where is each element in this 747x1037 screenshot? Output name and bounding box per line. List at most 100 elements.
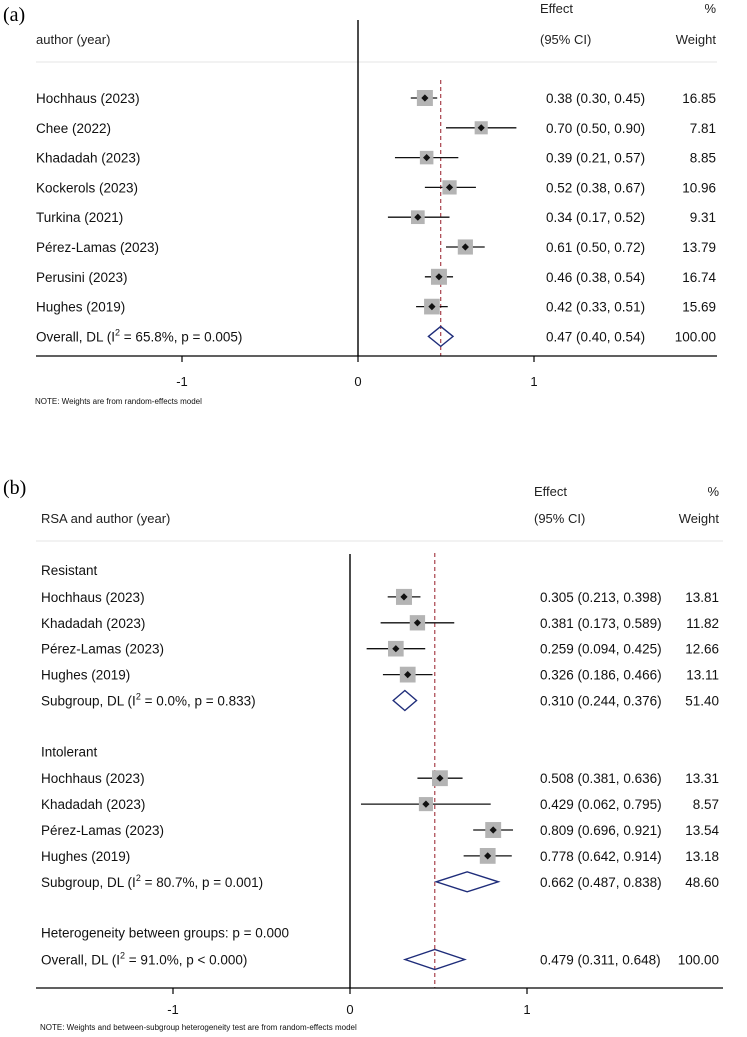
ci-column-header: (95% CI) [540,32,591,47]
study-column-header: RSA and author (year) [41,511,170,526]
point-estimate-marker [445,183,454,191]
weights-note: NOTE: Weights are from random-effects mo… [35,397,202,406]
effect-ci-value: 0.34 (0.17, 0.52) [546,210,645,225]
effect-column-header: Effect [540,1,573,16]
point-estimate-marker [461,243,469,251]
overall-label: Overall, DL (I2 = 65.8%, p = 0.005) [36,327,242,344]
weight-value: 8.57 [693,797,719,812]
effect-ci-value: 0.381 (0.173, 0.589) [540,616,662,631]
point-estimate-marker [484,852,492,860]
x-tick-label: 0 [346,1002,353,1017]
subgroup-label: Subgroup, DL (I2 = 80.7%, p = 0.001) [41,873,263,890]
subgroup-label-sup: 2 [136,873,141,883]
study-label: Pérez-Lamas (2023) [41,823,164,838]
effect-ci-value: 0.508 (0.381, 0.636) [540,771,662,786]
subgroup-label-pre: Subgroup, DL (I [41,694,136,709]
study-label: Hughes (2019) [36,300,125,315]
study-label: Chee (2022) [36,121,111,136]
study-label: Kockerols (2023) [36,180,138,195]
x-tick-label: 1 [523,1002,530,1017]
point-estimate-marker [400,593,408,601]
point-estimate-marker [392,645,400,653]
point-estimate-marker [422,800,430,808]
effect-ci-value: 0.61 (0.50, 0.72) [546,240,645,255]
x-tick-label: -1 [167,1002,179,1017]
weight-value: 9.31 [690,210,716,225]
overall-diamond [427,325,455,348]
overall-diamond [402,948,467,971]
weight-column-header: Weight [679,511,720,526]
ci-column-header: (95% CI) [534,511,585,526]
subgroup-label-sup: 2 [136,692,141,702]
overall-label-pre: Overall, DL (I [36,329,115,344]
study-label: Hochhaus (2023) [36,91,140,106]
point-estimate-marker [423,154,431,162]
overall-label-post: = 65.8%, p = 0.005) [120,329,242,344]
weight-value: 13.18 [685,849,719,864]
study-label: Hughes (2019) [41,668,130,683]
weight-value: 16.74 [682,270,716,285]
point-estimate-marker [428,303,436,311]
weight-value: 11.82 [686,616,719,631]
effect-ci-value: 0.70 (0.50, 0.90) [546,121,645,136]
weight-value: 13.81 [685,590,719,605]
weight-value: 51.40 [685,694,719,709]
effect-ci-value: 0.52 (0.38, 0.67) [546,180,645,195]
x-tick-label: 0 [354,374,361,389]
study-label: Turkina (2021) [36,210,123,225]
point-estimate-marker [489,826,497,834]
weight-value: 16.85 [682,91,716,106]
subgroup-heading: Intolerant [41,744,98,759]
study-column-header: author (year) [36,32,110,47]
weight-value: 13.11 [686,668,719,683]
effect-ci-value: 0.305 (0.213, 0.398) [540,590,662,605]
study-label: Khadadah (2023) [41,616,145,631]
percent-column-header: % [707,484,719,499]
subgroup-label-post: = 80.7%, p = 0.001) [141,875,263,890]
subgroup-label-pre: Subgroup, DL (I [41,875,136,890]
x-tick-label: 1 [530,374,537,389]
forest-panel-b: (b) RSA and author (year) Effect (95% CI)% W… [3,477,723,1032]
weight-value: 100.00 [675,329,716,344]
effect-ci-value: 0.778 (0.642, 0.914) [540,849,662,864]
effect-ci-value: 0.326 (0.186, 0.466) [540,668,662,683]
effect-ci-value: 0.47 (0.40, 0.54) [546,329,645,344]
weight-value: 100.00 [678,953,719,968]
effect-ci-value: 0.429 (0.062, 0.795) [540,797,662,812]
overall-label-sup: 2 [115,327,120,337]
weight-value: 13.54 [685,823,719,838]
overall-label: Overall, DL (I2 = 91.0%, p < 0.000) [41,951,247,968]
weight-value: 12.66 [685,642,719,657]
panel-label: (b) [3,477,26,499]
point-estimate-marker [404,671,412,679]
overall-label-sup: 2 [120,951,125,961]
effect-ci-value: 0.38 (0.30, 0.45) [546,91,645,106]
point-estimate-marker [435,273,443,281]
point-estimate-marker [421,94,429,102]
effect-ci-value: 0.809 (0.696, 0.921) [540,823,662,838]
study-label: Hochhaus (2023) [41,590,145,605]
panel-label: (a) [3,4,25,26]
weight-value: 15.69 [682,300,716,315]
weight-column-header: Weight [676,32,717,47]
study-label: Pérez-Lamas (2023) [41,642,164,657]
effect-ci-value: 0.662 (0.487, 0.838) [540,875,662,890]
subgroup-label: Subgroup, DL (I2 = 0.0%, p = 0.833) [41,692,256,709]
point-estimate-marker [436,774,444,782]
weight-value: 8.85 [690,151,716,166]
effect-ci-value: 0.46 (0.38, 0.54) [546,270,645,285]
effect-ci-value: 0.39 (0.21, 0.57) [546,151,645,166]
weight-value: 7.81 [690,121,716,136]
effect-ci-value: 0.42 (0.33, 0.51) [546,300,645,315]
subgroup-diamond [433,871,501,893]
point-estimate-marker [477,124,485,132]
point-estimate-marker [414,213,422,221]
effect-ci-value: 0.479 (0.311, 0.648) [540,953,661,968]
point-estimate-marker [413,619,422,627]
weights-note: NOTE: Weights and between-subgroup heter… [40,1023,357,1032]
weight-value: 13.31 [685,771,719,786]
weight-value: 13.79 [682,240,716,255]
x-tick-label: -1 [176,374,188,389]
weight-value: 10.96 [682,180,716,195]
